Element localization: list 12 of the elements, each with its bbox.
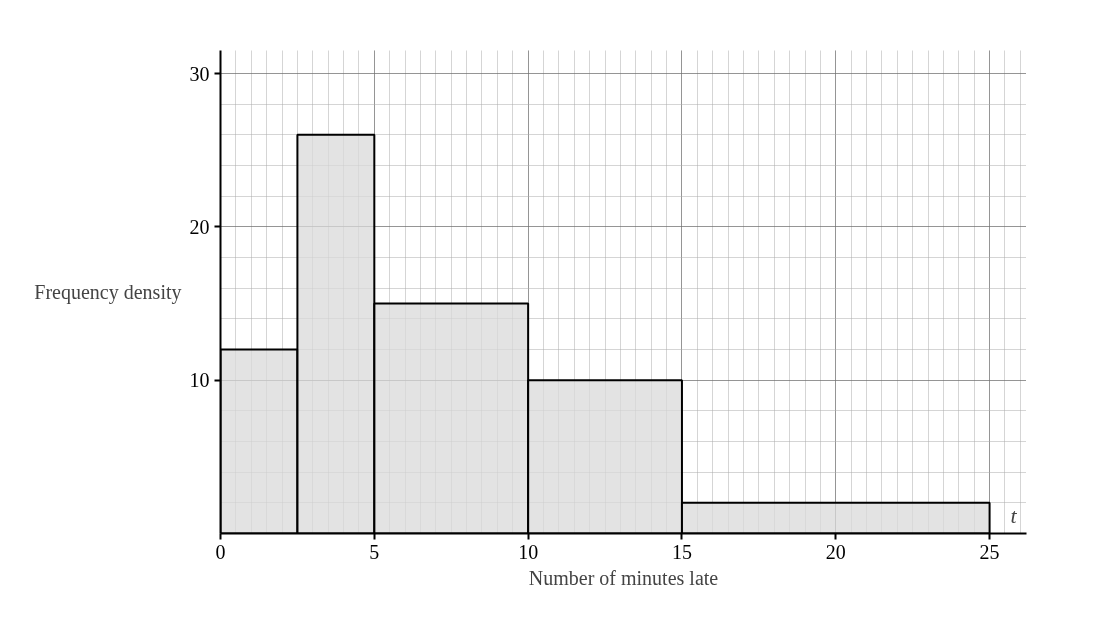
x-tick-label: 15 [671, 540, 692, 563]
x-tick-label: 10 [518, 540, 539, 563]
x-tick-label: 25 [979, 540, 1000, 563]
x-tick-label: 20 [825, 540, 846, 563]
annotation: t [1010, 502, 1018, 528]
x-tick-label: 5 [369, 540, 380, 563]
x-axis-title: Number of minutes late [528, 566, 719, 589]
x-tick-label: 0 [215, 540, 226, 563]
y-tick-label: 20 [189, 215, 210, 238]
y-axis-title: Frequency density [34, 281, 182, 304]
y-tick-label: 10 [189, 369, 210, 392]
y-tick-label: 30 [189, 62, 210, 85]
